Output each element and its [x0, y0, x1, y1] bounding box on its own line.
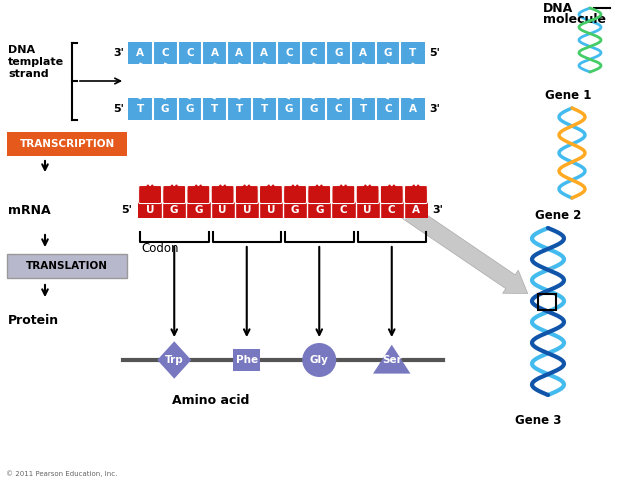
Text: G: G — [383, 48, 392, 58]
Text: TRANSLATION: TRANSLATION — [26, 261, 108, 271]
Bar — [128, 98, 425, 120]
Polygon shape — [140, 185, 160, 202]
Text: 5': 5' — [429, 48, 440, 58]
Text: T: T — [211, 104, 218, 114]
Polygon shape — [334, 185, 353, 202]
Polygon shape — [165, 185, 184, 202]
FancyBboxPatch shape — [7, 132, 127, 156]
Text: G: G — [285, 104, 293, 114]
Text: U: U — [242, 205, 251, 215]
Bar — [538, 294, 556, 310]
Text: DNA: DNA — [543, 2, 574, 15]
Text: 3': 3' — [429, 104, 440, 114]
Bar — [138, 202, 428, 218]
Text: 3': 3' — [113, 48, 124, 58]
Polygon shape — [373, 345, 410, 374]
Polygon shape — [285, 185, 305, 202]
Text: Phe: Phe — [235, 355, 258, 365]
Text: 5': 5' — [121, 205, 132, 215]
Text: Trp: Trp — [165, 355, 184, 365]
Text: A: A — [359, 48, 367, 58]
Text: U: U — [363, 205, 372, 215]
Text: G: G — [186, 104, 194, 114]
Text: C: C — [384, 104, 392, 114]
Text: U: U — [267, 205, 275, 215]
FancyBboxPatch shape — [233, 349, 260, 371]
Text: C: C — [285, 48, 293, 58]
Polygon shape — [212, 185, 232, 202]
Text: molecule: molecule — [543, 13, 606, 26]
Text: C: C — [310, 48, 318, 58]
Text: C: C — [161, 48, 169, 58]
Text: A: A — [137, 48, 144, 58]
Text: U: U — [146, 205, 154, 215]
Text: Gene 3: Gene 3 — [515, 413, 561, 426]
Text: TRANSCRIPTION: TRANSCRIPTION — [19, 139, 115, 149]
Text: T: T — [409, 48, 416, 58]
FancyBboxPatch shape — [284, 185, 306, 204]
Text: G: G — [309, 104, 318, 114]
FancyBboxPatch shape — [211, 185, 234, 204]
Text: G: G — [291, 205, 299, 215]
Text: T: T — [260, 104, 268, 114]
Text: template: template — [8, 57, 64, 67]
Text: Amino acid: Amino acid — [172, 394, 249, 407]
Circle shape — [302, 343, 336, 377]
FancyArrowPatch shape — [388, 194, 528, 294]
FancyBboxPatch shape — [163, 185, 186, 204]
Text: T: T — [137, 104, 144, 114]
Polygon shape — [157, 342, 191, 379]
Text: C: C — [388, 205, 396, 215]
FancyBboxPatch shape — [308, 185, 330, 204]
Text: G: G — [315, 205, 323, 215]
Polygon shape — [188, 185, 209, 202]
Text: Codon: Codon — [141, 241, 179, 254]
Text: A: A — [235, 48, 243, 58]
Text: T: T — [236, 104, 243, 114]
Text: strand: strand — [8, 69, 48, 79]
FancyBboxPatch shape — [380, 185, 403, 204]
FancyBboxPatch shape — [404, 185, 427, 204]
Text: A: A — [412, 205, 420, 215]
Text: A: A — [260, 48, 268, 58]
Text: C: C — [334, 104, 342, 114]
Text: G: G — [161, 104, 169, 114]
Text: A: A — [408, 104, 417, 114]
FancyBboxPatch shape — [138, 185, 161, 204]
Bar — [128, 42, 425, 64]
Polygon shape — [382, 185, 402, 202]
FancyBboxPatch shape — [235, 185, 258, 204]
Text: Gly: Gly — [310, 355, 329, 365]
Text: 3': 3' — [432, 205, 443, 215]
Polygon shape — [406, 185, 426, 202]
Text: U: U — [218, 205, 227, 215]
Text: G: G — [334, 48, 343, 58]
Polygon shape — [358, 185, 378, 202]
FancyBboxPatch shape — [332, 185, 355, 204]
Polygon shape — [261, 185, 281, 202]
Text: © 2011 Pearson Education, Inc.: © 2011 Pearson Education, Inc. — [6, 471, 117, 478]
Polygon shape — [237, 185, 256, 202]
Text: C: C — [339, 205, 347, 215]
Polygon shape — [309, 185, 329, 202]
Text: C: C — [186, 48, 194, 58]
FancyBboxPatch shape — [187, 185, 210, 204]
Text: G: G — [170, 205, 179, 215]
Text: T: T — [359, 104, 367, 114]
Text: G: G — [194, 205, 203, 215]
Text: DNA: DNA — [8, 45, 35, 55]
FancyBboxPatch shape — [7, 254, 127, 278]
FancyBboxPatch shape — [356, 185, 379, 204]
Text: Gene 1: Gene 1 — [545, 89, 591, 102]
Text: mRNA: mRNA — [8, 204, 50, 217]
Text: Gene 2: Gene 2 — [535, 208, 581, 221]
Text: 5': 5' — [113, 104, 124, 114]
Text: Protein: Protein — [8, 313, 59, 327]
FancyBboxPatch shape — [260, 185, 283, 204]
Text: Ser: Ser — [382, 355, 402, 365]
Text: A: A — [211, 48, 219, 58]
